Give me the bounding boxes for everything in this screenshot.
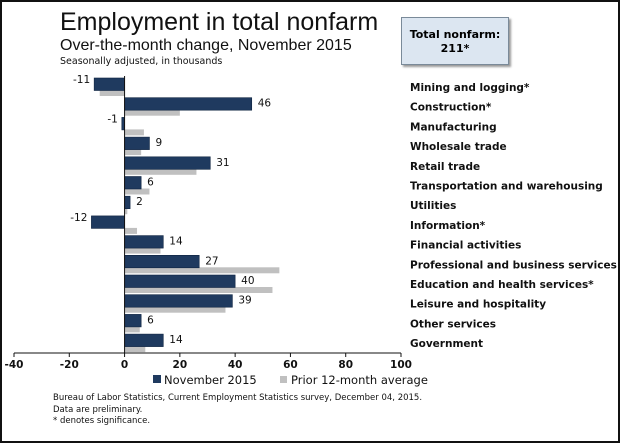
category-label: Retail trade [410,161,480,173]
x-tick-label: 0 [121,359,128,371]
data-label: 40 [241,275,254,287]
x-tick-label: 40 [228,359,243,371]
prior-avg-bar [124,346,146,353]
november-bar [124,255,200,269]
total-value: 211* [440,42,470,55]
prior-avg-bar [124,109,180,116]
category-label: Professional and business services [410,259,617,271]
data-label: -12 [70,212,87,224]
november-bar [124,156,211,170]
category-label: Manufacturing [410,121,497,133]
legend-swatch-november [153,375,161,383]
prior-avg-bar [124,326,140,333]
footer-preliminary: Data are preliminary. [53,404,143,415]
november-bar [124,333,164,347]
category-label: Construction* [410,102,492,114]
legend-label-prior: Prior 12-month average [291,373,428,387]
november-bar [124,274,236,288]
november-bar [124,314,142,328]
data-label: 27 [205,255,218,267]
data-label: 2 [136,196,143,208]
x-tick-label: -20 [60,359,79,371]
category-label: Information* [410,220,486,232]
prior-avg-bar [124,306,226,313]
category-label: Financial activities [410,240,521,252]
x-tick-label: 100 [390,359,412,371]
prior-avg-bar [124,168,197,175]
footer: Bureau of Labor Statistics, Current Empl… [53,393,422,428]
data-label: 14 [169,334,183,346]
category-label: Education and health services* [410,279,594,291]
data-label: 14 [169,236,183,248]
data-label: -11 [73,74,90,86]
x-tick-label: 20 [173,359,188,371]
prior-avg-bar [124,129,144,136]
november-bar [91,215,125,229]
category-label: Wholesale trade [410,141,507,153]
prior-avg-bar [124,227,138,234]
data-label: 6 [147,314,154,326]
data-label: -1 [107,113,117,125]
category-label: Utilities [410,200,456,212]
chart-title: Employment in total nonfarm [60,8,379,36]
november-bar [124,195,131,209]
category-label: Other services [410,318,496,330]
legend-swatch-prior [280,376,287,383]
category-label: Leisure and hospitality [410,299,546,311]
data-label: 31 [216,157,229,169]
category-label: Mining and logging* [410,82,530,94]
units-note: Seasonally adjusted, in thousands [60,56,223,67]
prior-avg-bar [124,247,161,254]
footer-source: Bureau of Labor Statistics, Current Empl… [53,393,423,403]
category-label: Government [410,338,483,350]
x-tick-label: -40 [5,359,24,371]
data-label: 46 [258,98,272,110]
prior-avg-bar [124,149,142,156]
november-bar [124,136,150,150]
november-bar [124,235,164,249]
prior-avg-bar [124,267,280,274]
legend-label-november: November 2015 [164,373,257,387]
data-label: 9 [155,137,162,149]
data-label: 39 [238,295,251,307]
prior-avg-bar [124,188,150,195]
total-nonfarm-box: Total nonfarm: 211* [401,17,509,65]
prior-avg-bar [99,90,125,96]
data-label: 6 [147,177,154,189]
chart-subtitle: Over-the-month change, November 2015 [60,37,352,54]
november-bar [93,77,125,91]
footer-significance: * denotes significance. [53,416,151,426]
november-bar [124,294,233,308]
november-bar [124,176,142,190]
prior-avg-bar [124,287,273,293]
prior-avg-bar [124,208,128,215]
x-tick-label: 60 [283,359,298,371]
november-bar [124,97,253,111]
x-tick-label: 80 [338,359,353,371]
total-label: Total nonfarm: [409,28,501,41]
category-label: Transportation and warehousing [410,181,603,193]
